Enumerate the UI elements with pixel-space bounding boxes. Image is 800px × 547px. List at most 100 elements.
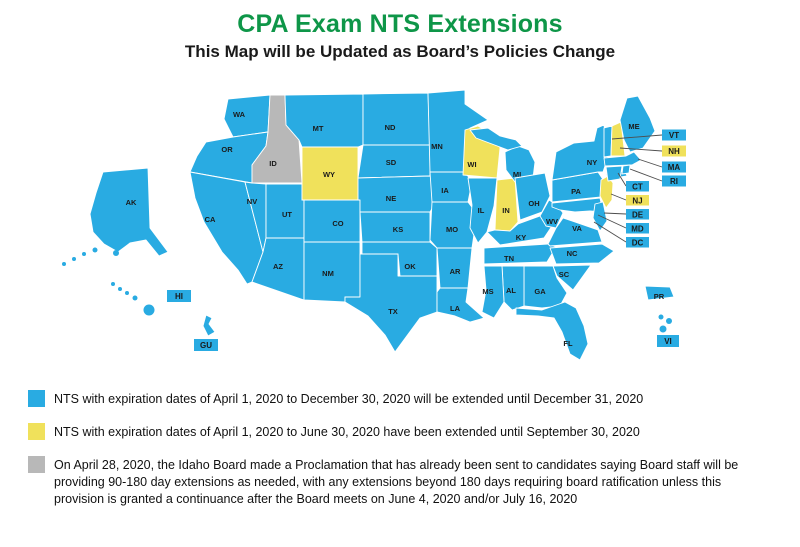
state-label-ND: ND — [385, 123, 396, 132]
state-ME: ME — [619, 95, 656, 153]
state-label-ID: ID — [269, 159, 277, 168]
callout-DC: DC — [593, 221, 649, 248]
territory-label-HI: HI — [175, 292, 183, 301]
state-label-GA: GA — [534, 287, 546, 296]
state-MD — [551, 197, 604, 213]
state-label-MT: MT — [313, 124, 324, 133]
state-label-NY: NY — [587, 158, 597, 167]
state-label-WA: WA — [233, 110, 246, 119]
state-GA: GA — [523, 265, 568, 309]
state-label-LA: LA — [450, 304, 461, 313]
callout-VT: VT — [611, 129, 686, 141]
legend-text-blue: NTS with expiration dates of April 1, 20… — [54, 392, 644, 406]
state-label-MO: MO — [446, 225, 458, 234]
state-label-AZ: AZ — [273, 262, 283, 271]
callout-label-NH: NH — [668, 147, 680, 156]
page-title: CPA Exam NTS Extensions — [237, 10, 563, 38]
state-NE: NE — [357, 175, 443, 213]
state-label-UT: UT — [282, 210, 292, 219]
state-label-CA: CA — [205, 215, 216, 224]
state-VI — [658, 314, 672, 333]
callout-NH: NH — [619, 145, 686, 157]
state-label-MS: MS — [482, 287, 493, 296]
state-label-ME: ME — [628, 122, 639, 131]
state-label-KS: KS — [393, 225, 403, 234]
state-CO: CO — [303, 199, 361, 243]
state-label-SC: SC — [559, 270, 570, 279]
callout-MA: MA — [637, 158, 686, 173]
state-label-AR: AR — [450, 267, 461, 276]
state-VA: VA — [547, 217, 603, 247]
state-KS: KS — [359, 211, 431, 243]
state-label-IL: IL — [478, 206, 485, 215]
state-MI: MI — [469, 127, 536, 183]
legend-item-blue: NTS with expiration dates of April 1, 20… — [28, 390, 768, 408]
state-AK: AK — [62, 167, 169, 266]
state-label-IN: IN — [502, 206, 510, 215]
state-AR: AR — [436, 247, 473, 289]
callout-label-MA: MA — [668, 163, 681, 172]
state-CT — [605, 165, 623, 182]
state-IN: IN — [494, 177, 519, 232]
state-label-SD: SD — [386, 158, 397, 167]
state-WY: WY — [301, 146, 359, 201]
state-label-TN: TN — [504, 254, 514, 263]
state-IA: IA — [429, 171, 473, 203]
legend-text-yellow: NTS with expiration dates of April 1, 20… — [54, 425, 640, 439]
state-label-NC: NC — [567, 249, 578, 258]
state-label-KY: KY — [516, 233, 526, 242]
state-HI — [111, 282, 155, 316]
callout-CT: CT — [617, 172, 649, 192]
callout-DE: DE — [603, 209, 649, 220]
state-label-FL: FL — [563, 339, 573, 348]
territory-box-VI: VI — [657, 335, 679, 347]
state-NC: NC — [549, 243, 615, 265]
state-label-OK: OK — [404, 262, 416, 271]
callout-NJ: NJ — [610, 193, 649, 206]
state-UT: UT — [265, 183, 305, 239]
state-label-WV: WV — [546, 217, 558, 226]
blue-swatch — [28, 390, 45, 407]
state-TX: TX — [344, 253, 438, 353]
callout-label-RI: RI — [670, 177, 678, 186]
state-label-AK: AK — [126, 198, 137, 207]
legend-text-gray: On April 28, 2020, the Idaho Board made … — [54, 458, 739, 506]
territory-label-GU: GU — [200, 341, 212, 350]
state-label-VA: VA — [572, 224, 582, 233]
callout-label-MD: MD — [631, 224, 644, 233]
territory-box-GU: GU — [194, 339, 218, 351]
territory-label-VI: VI — [664, 337, 672, 346]
state-label-OH: OH — [528, 199, 539, 208]
header: CPA Exam NTS Extensions This Map will be… — [0, 10, 800, 62]
legend-item-yellow: NTS with expiration dates of April 1, 20… — [28, 423, 768, 441]
state-label-NM: NM — [322, 269, 334, 278]
state-label-AL: AL — [506, 286, 516, 295]
state-AL: AL — [501, 265, 525, 311]
state-label-MN: MN — [431, 142, 443, 151]
state-WA: WA — [223, 94, 271, 138]
state-FL: FL — [515, 301, 589, 361]
territory-box-HI: HI — [167, 290, 191, 302]
gray-swatch — [28, 456, 45, 473]
state-AZ: AZ — [251, 237, 305, 301]
callout-RI: RI — [629, 168, 686, 187]
state-label-TX: TX — [388, 307, 398, 316]
state-label-OR: OR — [221, 145, 233, 154]
state-TN: TN — [483, 243, 557, 265]
state-MS: MS — [481, 265, 505, 319]
state-label-WI: WI — [467, 160, 476, 169]
callout-label-DE: DE — [632, 210, 644, 219]
state-label-NE: NE — [386, 194, 396, 203]
callout-label-NJ: NJ — [632, 196, 642, 205]
legend-item-gray: On April 28, 2020, the Idaho Board made … — [28, 456, 768, 508]
state-label-PR: PR — [654, 292, 665, 301]
state-PR: PR — [644, 285, 675, 301]
state-label-CO: CO — [332, 219, 343, 228]
state-GU — [202, 314, 216, 337]
callout-MD: MD — [597, 214, 649, 234]
state-label-PA: PA — [571, 187, 581, 196]
state-label-MI: MI — [513, 170, 521, 179]
state-NM: NM — [303, 241, 361, 303]
state-label-NV: NV — [247, 197, 257, 206]
callout-label-DC: DC — [632, 238, 644, 247]
